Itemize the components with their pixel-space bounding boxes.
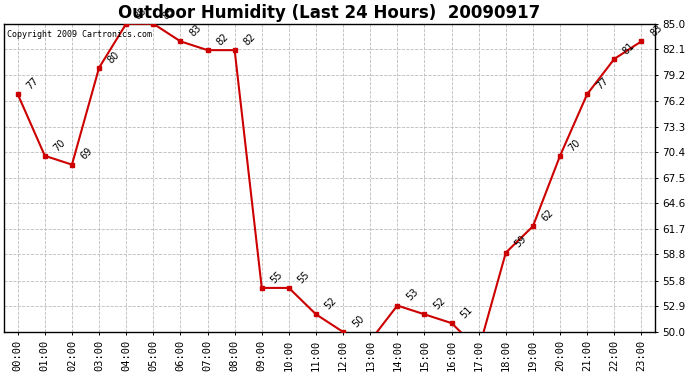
- Text: 69: 69: [79, 146, 95, 162]
- Text: 55: 55: [296, 269, 312, 285]
- Text: 48: 48: [0, 374, 1, 375]
- Text: 81: 81: [621, 40, 637, 56]
- Text: 52: 52: [323, 296, 339, 312]
- Text: Copyright 2009 Cartronics.com: Copyright 2009 Cartronics.com: [8, 30, 152, 39]
- Text: 82: 82: [215, 32, 230, 47]
- Text: 85: 85: [133, 5, 149, 21]
- Text: 80: 80: [106, 49, 121, 65]
- Text: 77: 77: [25, 75, 41, 92]
- Text: 53: 53: [404, 287, 420, 303]
- Text: 50: 50: [350, 314, 366, 329]
- Text: 70: 70: [52, 137, 68, 153]
- Title: Outdoor Humidity (Last 24 Hours)  20090917: Outdoor Humidity (Last 24 Hours) 2009091…: [119, 4, 541, 22]
- Text: 49: 49: [0, 374, 1, 375]
- Text: 83: 83: [188, 23, 203, 39]
- Text: 52: 52: [431, 296, 447, 312]
- Text: 70: 70: [567, 137, 583, 153]
- Text: 82: 82: [241, 32, 257, 47]
- Text: 83: 83: [649, 23, 664, 39]
- Text: 59: 59: [513, 234, 529, 250]
- Text: 55: 55: [268, 269, 284, 285]
- Text: 62: 62: [540, 208, 555, 224]
- Text: 77: 77: [594, 75, 610, 92]
- Text: 85: 85: [160, 5, 176, 21]
- Text: 51: 51: [459, 304, 474, 320]
